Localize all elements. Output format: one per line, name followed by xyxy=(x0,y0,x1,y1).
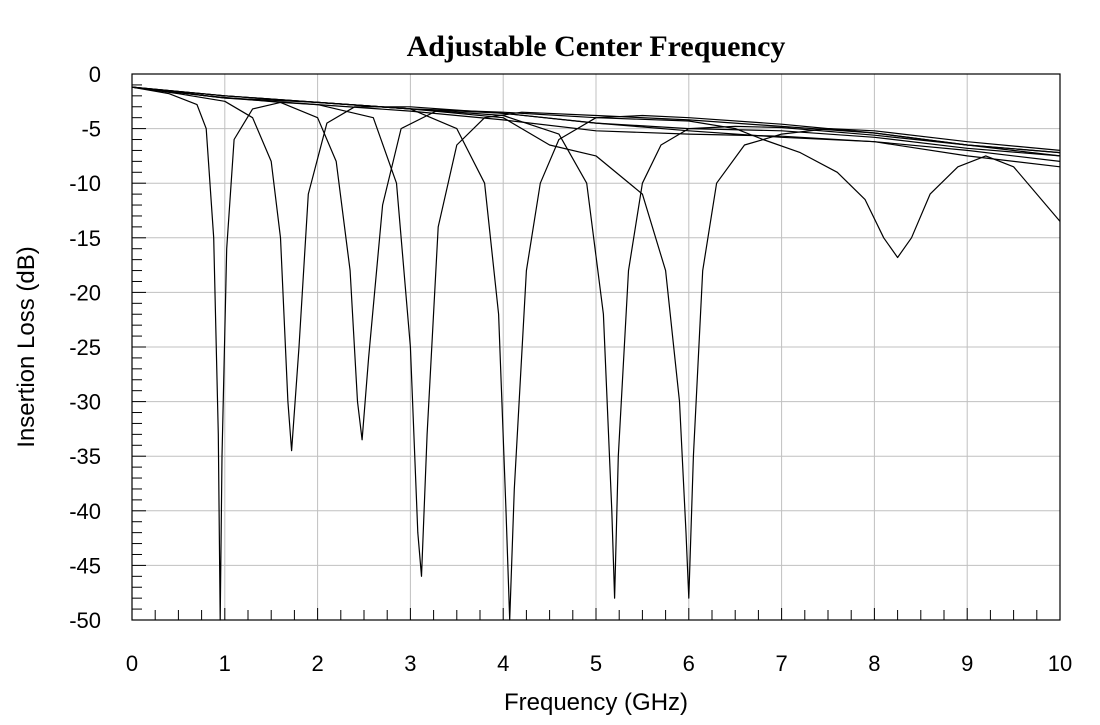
chart-title: Adjustable Center Frequency xyxy=(407,30,786,63)
y-tick-label-7: -35 xyxy=(69,444,101,469)
x-tick-label-1: 1 xyxy=(219,651,231,676)
minor-ticks xyxy=(131,73,1061,621)
y-tick-label-5: -25 xyxy=(69,335,101,360)
series-line-4 xyxy=(131,86,1061,577)
x-tick-label-2: 2 xyxy=(311,651,323,676)
series-line-2 xyxy=(131,86,1061,452)
y-tick-label-9: -45 xyxy=(69,553,101,578)
series-line-7 xyxy=(131,86,1061,599)
x-tick-label-9: 9 xyxy=(961,651,973,676)
y-tick-label-1: -5 xyxy=(81,117,101,142)
y-tick-label-4: -20 xyxy=(69,280,101,305)
x-tick-label-10: 10 xyxy=(1048,651,1072,676)
series-line-3 xyxy=(131,86,1061,441)
x-tick-labels: 0 1 2 3 4 5 6 7 8 9 10 xyxy=(126,651,1072,676)
x-tick-label-6: 6 xyxy=(683,651,695,676)
plot-frame xyxy=(131,73,1061,621)
x-tick-label-3: 3 xyxy=(404,651,416,676)
x-tick-label-5: 5 xyxy=(590,651,602,676)
y-tick-label-3: -15 xyxy=(69,226,101,251)
series-line-8 xyxy=(131,86,1061,259)
y-tick-label-6: -30 xyxy=(69,390,101,415)
x-tick-label-7: 7 xyxy=(775,651,787,676)
y-tick-label-0: 0 xyxy=(89,62,101,87)
x-axis-label: Frequency (GHz) xyxy=(504,689,688,716)
y-tick-label-2: -10 xyxy=(69,171,101,196)
grid xyxy=(132,74,1060,620)
series-line-5 xyxy=(131,86,1061,621)
y-tick-labels: 0 -5 -10 -15 -20 -25 -30 -35 -40 -45 -50 xyxy=(69,62,101,633)
y-tick-label-10: -50 xyxy=(69,608,101,633)
series-group xyxy=(131,86,1061,621)
y-axis-label: Insertion Loss (dB) xyxy=(13,246,40,447)
x-tick-label-8: 8 xyxy=(868,651,880,676)
y-tick-label-8: -40 xyxy=(69,499,101,524)
x-tick-label-0: 0 xyxy=(126,651,138,676)
x-tick-label-4: 4 xyxy=(497,651,509,676)
